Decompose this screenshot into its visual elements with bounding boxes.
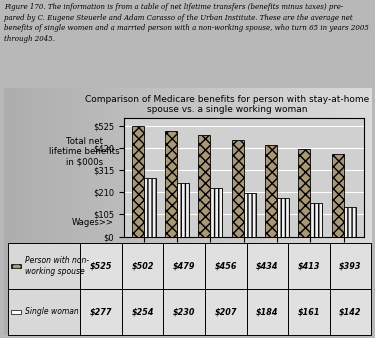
Bar [11, 310, 21, 314]
Bar [330, 289, 371, 335]
Bar [177, 183, 189, 237]
Text: $230: $230 [173, 307, 195, 316]
Text: Figure 170. The information is from a table of net lifetime transfers (benefits : Figure 170. The information is from a ta… [4, 3, 369, 43]
Bar [330, 243, 371, 289]
Bar [205, 289, 246, 335]
Bar [122, 243, 164, 289]
Text: Comparison of Medicare benefits for person with stay-at-home
spouse vs. a single: Comparison of Medicare benefits for pers… [85, 95, 369, 115]
Bar [310, 202, 322, 237]
Bar [8, 243, 80, 289]
Text: Wages>>: Wages>> [71, 218, 113, 227]
Bar [232, 140, 244, 237]
Text: $254: $254 [131, 307, 154, 316]
Bar [277, 198, 289, 237]
Text: $161: $161 [298, 307, 320, 316]
Text: $277: $277 [90, 307, 112, 316]
Bar [244, 193, 256, 237]
Text: $479: $479 [173, 262, 195, 271]
Text: $413: $413 [298, 262, 320, 271]
Bar [198, 136, 210, 237]
Text: $525: $525 [90, 262, 112, 271]
Bar [164, 289, 205, 335]
Bar [80, 289, 122, 335]
Text: $142: $142 [339, 307, 362, 316]
Text: Person with non-
working spouse: Person with non- working spouse [25, 257, 89, 276]
Bar [8, 289, 80, 335]
Bar [122, 289, 164, 335]
Text: Single woman: Single woman [25, 307, 79, 316]
Bar [11, 264, 21, 268]
Bar [288, 289, 330, 335]
Bar [164, 243, 205, 289]
Bar [288, 243, 330, 289]
Text: $434: $434 [256, 262, 279, 271]
Bar [246, 243, 288, 289]
Bar [144, 178, 156, 237]
Text: $456: $456 [214, 262, 237, 271]
Text: $207: $207 [214, 307, 237, 316]
Text: Total net
lifetime benefits
in $000s: Total net lifetime benefits in $000s [50, 137, 120, 166]
Bar [165, 130, 177, 237]
Text: $502: $502 [131, 262, 154, 271]
Bar [332, 153, 344, 237]
Bar [246, 289, 288, 335]
Text: $393: $393 [339, 262, 362, 271]
Bar [132, 126, 144, 237]
Bar [344, 207, 356, 237]
Bar [265, 145, 277, 237]
Bar [298, 149, 310, 237]
Text: $184: $184 [256, 307, 279, 316]
Bar [210, 188, 222, 237]
Bar [205, 243, 246, 289]
Bar [80, 243, 122, 289]
